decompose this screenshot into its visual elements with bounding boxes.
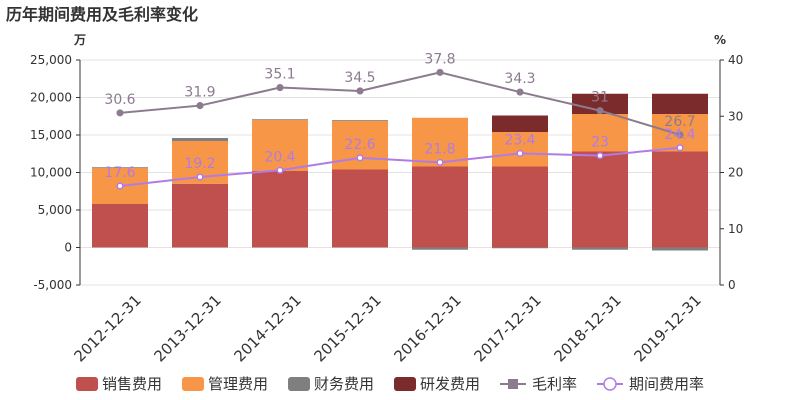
right-tick-label: 0 (728, 278, 736, 292)
legend-swatch (394, 377, 416, 391)
bar (492, 115, 548, 132)
bar (572, 93, 628, 114)
data-label: 37.8 (424, 51, 455, 67)
point (596, 152, 604, 160)
x-tick-label: 2013-12-31 (150, 291, 224, 365)
right-tick-label: 10 (728, 222, 743, 236)
x-tick-label: 2015-12-31 (310, 291, 384, 365)
data-label: 35.1 (264, 67, 295, 83)
series-line (119, 146, 681, 187)
point (196, 102, 204, 110)
bar (652, 93, 708, 114)
left-tick-label: 25,000 (30, 53, 72, 67)
data-label: 34.5 (344, 70, 375, 86)
bar (92, 204, 148, 248)
bar (492, 166, 548, 248)
x-tick-label: 2014-12-31 (230, 291, 304, 365)
data-label: 34.3 (504, 71, 535, 87)
data-label: 22.6 (344, 137, 375, 153)
data-label: 31 (591, 90, 609, 106)
data-label: 24.4 (664, 127, 695, 143)
bar (412, 117, 468, 167)
bar (332, 120, 388, 121)
bar (572, 247, 628, 250)
legend-swatch (288, 377, 310, 391)
legend-swatch (182, 377, 204, 391)
x-tick-label: 2016-12-31 (390, 291, 464, 365)
point (116, 109, 124, 117)
x-tick-label: 2017-12-31 (470, 291, 544, 365)
bar (172, 183, 228, 248)
bar (412, 166, 468, 248)
point (516, 149, 524, 157)
point (116, 182, 124, 190)
bar (652, 151, 708, 248)
legend-label: 研发费用 (420, 375, 480, 393)
data-label: 21.8 (424, 141, 455, 157)
data-label: 26.7 (664, 114, 695, 130)
data-label: 23 (591, 135, 609, 151)
bars (92, 93, 708, 251)
legend-swatch (76, 377, 98, 391)
data-label: 20.4 (264, 149, 295, 165)
bar (332, 169, 388, 248)
point (356, 154, 364, 162)
point (436, 68, 444, 76)
right-tick-label: 30 (728, 109, 743, 123)
data-label: 23.4 (504, 132, 535, 148)
series-line (119, 71, 681, 136)
legend-label: 财务费用 (314, 375, 374, 393)
bar (92, 167, 148, 168)
point (276, 84, 284, 92)
point (356, 87, 364, 95)
x-tick-label: 2018-12-31 (550, 291, 624, 365)
data-label: 31.9 (184, 85, 215, 101)
point (676, 131, 684, 139)
left-tick-label: 20,000 (30, 91, 72, 105)
right-tick-label: 20 (728, 166, 743, 180)
left-tick-label: 15,000 (30, 128, 72, 142)
right-tick-label: 40 (728, 53, 743, 67)
bar (172, 138, 228, 141)
point (676, 144, 684, 152)
bar (492, 247, 548, 249)
left-tick-label: 10,000 (30, 166, 72, 180)
legend-label: 管理费用 (208, 375, 268, 393)
legend-marker (603, 377, 617, 391)
point (276, 166, 284, 174)
left-tick-label: 5,000 (38, 203, 72, 217)
left-tick-label: 0 (64, 241, 72, 255)
left-axis-unit: 万 (73, 33, 86, 47)
data-label: 30.6 (104, 92, 135, 108)
x-axis: 2012-12-31 2013-12-31 2014-12-31 2015-12-31… (70, 291, 704, 365)
left-axis: -5,000 0 5,000 10,000 15,000 20,000 25,000 (30, 53, 81, 292)
x-tick-label: 2012-12-31 (70, 291, 144, 365)
bar (252, 119, 308, 120)
bar (652, 247, 708, 251)
bar (252, 171, 308, 248)
right-axis: 0 10 20 30 40 (719, 53, 743, 292)
bar (412, 247, 468, 250)
bar (252, 120, 308, 171)
left-tick-label: -5,000 (33, 278, 72, 292)
bar (492, 132, 548, 167)
point (436, 158, 444, 166)
right-axis-unit: % (714, 33, 726, 47)
legend-label: 期间费用率 (629, 375, 704, 393)
data-label: 19.2 (184, 156, 215, 172)
point (196, 173, 204, 181)
legend-label: 毛利率 (532, 375, 577, 393)
chart-title: 历年期间费用及毛利率变化 (6, 5, 198, 24)
point (516, 88, 524, 96)
legend-label: 销售费用 (102, 375, 162, 393)
data-label: 17.6 (104, 165, 135, 181)
lines: 30.6 31.9 35.1 34.5 37.8 34.3 31 26.7 17.6 19.2 20… (104, 51, 696, 190)
legend: 销售费用 管理费用 财务费用 研发费用 毛利率 期间费用率 (76, 375, 704, 393)
legend-marker (508, 379, 518, 389)
x-tick-label: 2019-12-31 (630, 291, 704, 365)
bar (572, 114, 628, 152)
bar (572, 151, 628, 248)
point (596, 107, 604, 115)
